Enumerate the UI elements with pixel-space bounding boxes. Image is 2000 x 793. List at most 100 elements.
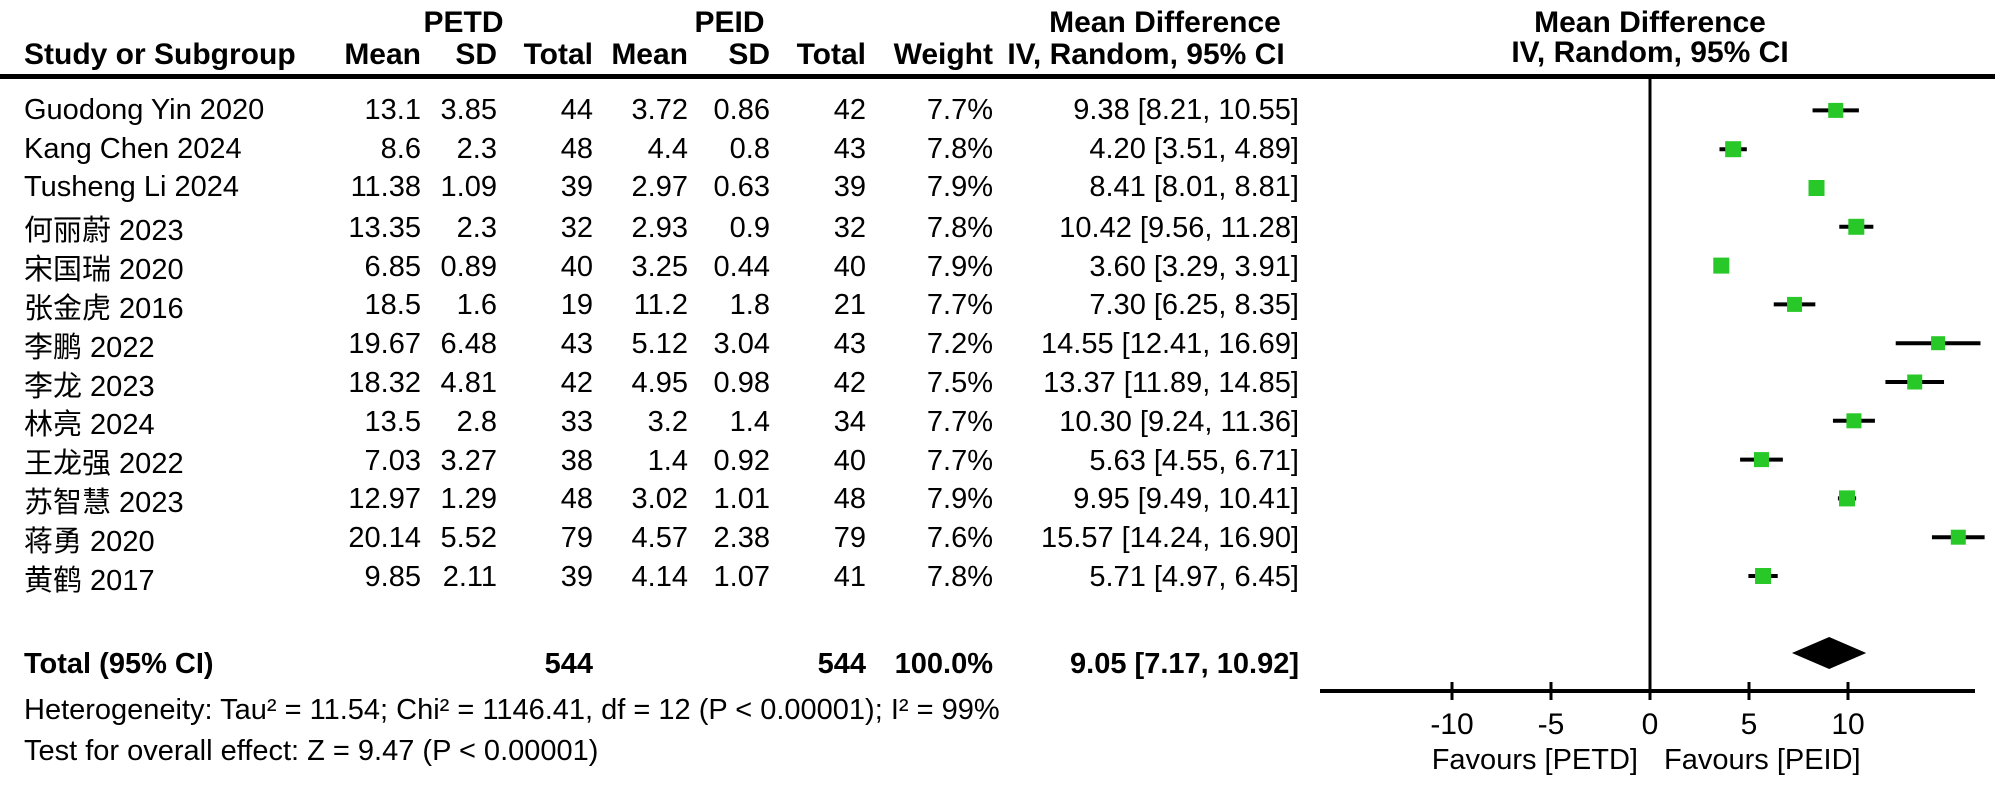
effect-marker — [1846, 413, 1862, 429]
peid-sd: 0.86 — [713, 93, 770, 126]
peid-total: 42 — [833, 367, 866, 400]
peid-mean: 2.93 — [631, 211, 688, 244]
petd-sd: 0.89 — [440, 250, 497, 283]
peid-sd: 0.63 — [713, 171, 770, 204]
peid-total: 41 — [833, 561, 866, 594]
total-row: Total (95% CI) 544 544 100.0% 9.05 [7.17… — [24, 645, 1299, 684]
peid-total: 34 — [833, 405, 866, 438]
peid-total: 43 — [833, 328, 866, 361]
petd-total: 48 — [560, 132, 593, 165]
peid-sd: 1.07 — [713, 561, 770, 594]
mean-difference-title-right: Mean Difference — [1534, 6, 1766, 39]
study-label: 李鹏 2022 — [24, 331, 155, 364]
effect-marker — [1950, 529, 1966, 545]
petd-sd: 4.81 — [440, 367, 497, 400]
petd-total: 44 — [560, 93, 593, 126]
peid-sd: 0.92 — [713, 444, 770, 477]
petd-mean: 13.1 — [364, 93, 421, 126]
table-row: 蒋勇 2020 20.14 5.52 79 4.57 2.38 79 7.6% 15.57 [1… — [24, 518, 1299, 558]
petd-mean: 18.32 — [348, 367, 421, 400]
study-label: 苏智慧 2023 — [24, 486, 184, 519]
peid-sd: 3.04 — [713, 328, 770, 361]
petd-sd: 2.11 — [442, 561, 497, 594]
petd-total: 39 — [560, 171, 593, 204]
peid-total: 40 — [833, 444, 866, 477]
effect-marker — [1787, 296, 1803, 312]
petd-mean: 20.14 — [348, 522, 421, 555]
peid-mean: 1.4 — [647, 444, 688, 477]
col-header-petd-sd: SD — [455, 38, 497, 72]
petd-mean: 7.03 — [364, 444, 421, 477]
effect-marker — [1839, 490, 1856, 507]
petd-total: 79 — [560, 522, 593, 555]
petd-mean: 13.35 — [348, 211, 421, 244]
col-header-md-ci: IV, Random, 95% CI — [1007, 38, 1285, 72]
table-row: 王龙强 2022 7.03 3.27 38 1.4 0.92 40 7.7% 5.63 [4.5… — [24, 440, 1299, 481]
peid-mean: 5.12 — [631, 328, 688, 361]
group2-header: PEID — [694, 6, 765, 39]
effect-marker — [1755, 568, 1772, 584]
weight: 7.9% — [926, 250, 993, 283]
effect-marker — [1753, 452, 1769, 468]
col-header-petd-total: Total — [523, 38, 593, 72]
petd-sd: 1.6 — [456, 289, 497, 322]
md-ci-text: 3.60 [3.29, 3.91] — [1089, 250, 1299, 283]
study-label: 宋国瑞 2020 — [24, 254, 184, 287]
table-row: 苏智慧 2023 12.97 1.29 48 3.02 1.01 48 7.9% 9.95 [9… — [24, 479, 1299, 519]
overall-effect-text: Test for overall effect: Z = 9.47 (P < 0… — [24, 735, 599, 767]
header-divider — [0, 74, 1995, 79]
plot-header-md-ci: IV, Random, 95% CI — [1511, 36, 1789, 69]
petd-total: 38 — [560, 444, 593, 477]
study-label: 何丽蔚 2023 — [24, 215, 184, 248]
table-row: 何丽蔚 2023 13.35 2.3 32 2.93 0.9 32 7.8% 10.42 [9.… — [24, 207, 1299, 248]
petd-sd: 3.27 — [440, 444, 497, 477]
axis-tick-label: -5 — [1538, 708, 1565, 741]
peid-mean: 4.95 — [631, 367, 688, 400]
peid-mean: 4.57 — [631, 522, 688, 555]
peid-total: 79 — [833, 522, 866, 555]
petd-mean: 9.85 — [364, 561, 421, 594]
effect-marker — [1828, 102, 1844, 118]
petd-sd: 2.3 — [456, 211, 497, 244]
petd-sd: 1.09 — [440, 171, 497, 204]
table-row: 张金虎 2016 18.5 1.6 19 11.2 1.8 21 7.7% 7.30 [6.25… — [24, 285, 1299, 325]
md-ci-text: 10.42 [9.56, 11.28] — [1059, 211, 1299, 244]
weight: 7.2% — [926, 328, 993, 361]
petd-mean: 13.5 — [364, 405, 421, 438]
table-row: 李鹏 2022 19.67 6.48 43 5.12 3.04 43 7.2% 14.55 [1… — [24, 324, 1299, 364]
table-row: 李龙 2023 18.32 4.81 42 4.95 0.98 42 7.5% 13.37 [1… — [24, 363, 1299, 403]
axis-tick-label: 0 — [1642, 708, 1659, 741]
effect-marker — [1713, 257, 1730, 274]
weight: 7.9% — [926, 171, 993, 204]
petd-total: 19 — [560, 289, 593, 322]
col-header-peid-mean: Mean — [611, 38, 688, 72]
favours-right-label: Favours [PEID] — [1664, 744, 1861, 776]
peid-total: 39 — [833, 171, 866, 204]
col-header-peid-sd: SD — [728, 38, 770, 72]
weight: 7.6% — [926, 522, 993, 555]
petd-sd: 6.48 — [440, 328, 497, 361]
weight: 7.9% — [926, 483, 993, 516]
effect-marker — [1808, 180, 1825, 196]
peid-sd: 1.01 — [713, 483, 770, 516]
total-diamond — [1791, 637, 1867, 669]
effect-marker — [1848, 218, 1865, 235]
peid-sd: 2.38 — [713, 522, 770, 555]
weight: 7.7% — [926, 93, 993, 126]
peid-sd: 0.9 — [729, 211, 770, 244]
table-row: Kang Chen 2024 8.6 2.3 48 4.4 0.8 43 7.8% 4.20 [… — [24, 130, 1299, 169]
petd-total: 42 — [560, 367, 593, 400]
table-row: 宋国瑞 2020 6.85 0.89 40 3.25 0.44 40 7.9% 3.60 [3.… — [24, 246, 1299, 287]
weight: 7.5% — [926, 367, 993, 400]
favours-left-label: Favours [PETD] — [1432, 744, 1638, 776]
study-label: 张金虎 2016 — [24, 292, 184, 325]
peid-sd: 1.8 — [729, 289, 770, 322]
weight: 7.8% — [926, 211, 993, 244]
col-header-peid-total: Total — [796, 38, 866, 72]
axis-tick-label: 10 — [1831, 708, 1864, 741]
effect-marker — [1907, 374, 1923, 390]
table-row: Tusheng Li 2024 11.38 1.09 39 2.97 0.63 39 7.9%… — [24, 169, 1299, 208]
table-header-row: Study or Subgroup Mean SD Total Mean SD … — [24, 36, 1299, 75]
total-petd-n: 544 — [544, 647, 593, 680]
